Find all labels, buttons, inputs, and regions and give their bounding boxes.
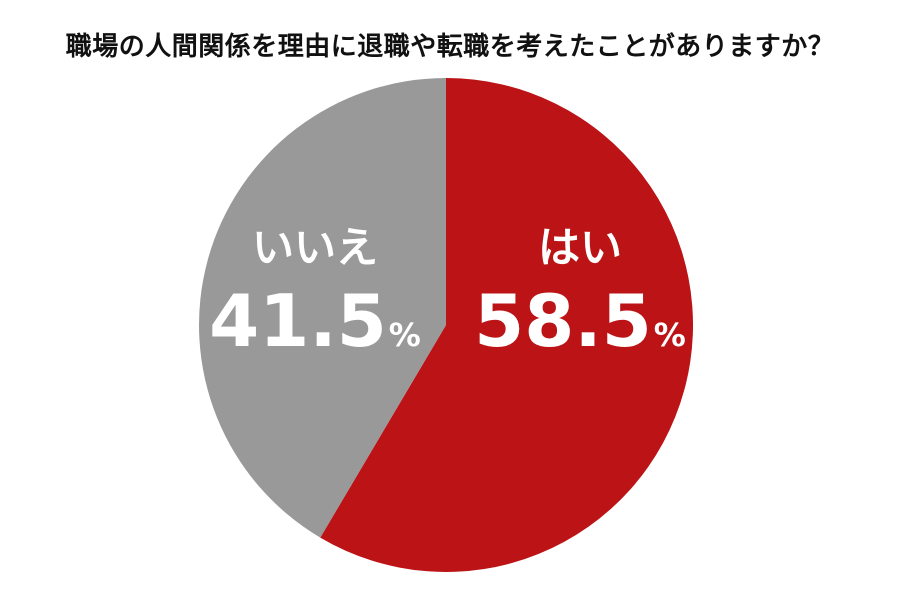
- chart-title: 職場の人間関係を理由に退職や転職を考えたことがありますか？: [65, 32, 835, 62]
- slice-name-yes: はい: [537, 223, 622, 272]
- slice-value-number-no: 41.5: [209, 279, 387, 363]
- pie-slice-no: [199, 78, 446, 538]
- slice-value-no: 41.5%: [205, 282, 425, 380]
- slice-label-no: いいえ 41.5%: [205, 224, 425, 380]
- slice-value-unit-no: %: [388, 316, 421, 354]
- slice-value-unit-yes: %: [653, 316, 686, 354]
- slice-value-number-yes: 58.5: [474, 279, 652, 363]
- slice-label-yes: はい 58.5%: [470, 224, 690, 380]
- pie-slice-yes: [320, 78, 694, 572]
- slice-value-yes: 58.5%: [470, 282, 690, 380]
- slice-name-no: いいえ: [251, 223, 378, 272]
